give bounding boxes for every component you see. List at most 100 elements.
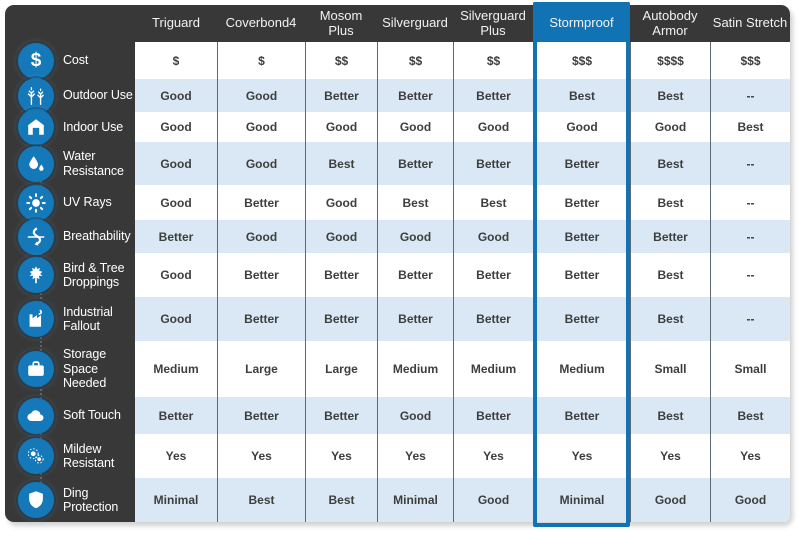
row-label: Ding Protection [63,485,119,514]
row-header-soft-touch: Soft Touch [5,397,135,434]
cell-cost-triguard: $ [135,42,217,79]
row-label: Mildew Resistant [63,441,115,470]
cell-industrial-fallout-autobody-armor: Best [630,297,710,341]
cell-mildew-resistant-silverguard: Yes [377,434,453,478]
factory-icon [18,301,54,337]
cell-soft-touch-stormproof: Better [533,397,630,434]
cell-breathability-coverbond4: Good [217,220,305,253]
cell-storage-space-needed-silverguard-plus: Medium [453,341,533,397]
row-label: Bird & Tree Droppings [63,260,125,289]
trees-icon [18,77,54,114]
row-label: Water Resistance [63,149,124,178]
cell-bird-tree-droppings-satin-stretch: -- [710,253,790,297]
cell-ding-protection-coverbond4: Best [217,478,305,522]
cell-industrial-fallout-stormproof: Better [533,297,630,341]
cell-outdoor-use-triguard: Good [135,79,217,112]
column-header-coverbond4: Coverbond4 [225,15,297,31]
cell-breathability-stormproof: Better [533,220,630,253]
cell-breathability-silverguard: Good [377,220,453,253]
cell-outdoor-use-satin-stretch: -- [710,79,790,112]
cell-bird-tree-droppings-mosom-plus: Better [305,253,377,297]
row-header-outdoor-use: Outdoor Use [5,77,135,114]
cell-outdoor-use-mosom-plus: Better [305,79,377,112]
column-header-triguard: Triguard [152,15,200,31]
row-label: Storage Space Needed [63,347,107,391]
spores-icon [18,438,54,474]
cell-water-resistance-mosom-plus: Best [305,142,377,185]
cell-uv-rays-mosom-plus: Good [305,185,377,220]
cell-uv-rays-satin-stretch: -- [710,185,790,220]
cell-mildew-resistant-coverbond4: Yes [217,434,305,478]
cell-industrial-fallout-satin-stretch: -- [710,297,790,341]
cell-uv-rays-silverguard-plus: Best [453,185,533,220]
cell-soft-touch-silverguard-plus: Better [453,397,533,434]
cell-storage-space-needed-triguard: Medium [135,341,217,397]
cell-bird-tree-droppings-silverguard-plus: Better [453,253,533,297]
cell-mildew-resistant-satin-stretch: Yes [710,434,790,478]
row-label-sidebar: $ Cost Outdoor Use Indoor Use Water Resistan… [5,42,135,522]
cell-indoor-use-mosom-plus: Good [305,112,377,142]
cell-breathability-mosom-plus: Good [305,220,377,253]
cell-soft-touch-satin-stretch: Best [710,397,790,434]
cell-breathability-autobody-armor: Better [630,220,710,253]
cell-soft-touch-silverguard: Good [377,397,453,434]
cell-mildew-resistant-stormproof: Yes [533,434,630,478]
cell-outdoor-use-stormproof: Best [533,79,630,112]
cell-breathability-satin-stretch: -- [710,220,790,253]
row-header-industrial-fallout: Industrial Fallout [5,297,135,341]
row-header-indoor-use: Indoor Use [5,109,135,145]
cell-industrial-fallout-silverguard: Better [377,297,453,341]
cell-breathability-triguard: Better [135,220,217,253]
column-header-silverguard-plus: Silverguard Plus [460,7,526,38]
cell-storage-space-needed-satin-stretch: Small [710,341,790,397]
column-header-mosom-plus: Mosom Plus [319,7,363,38]
maple-leaf-icon [18,257,54,293]
cell-breathability-silverguard-plus: Good [453,220,533,253]
column-header-satin-stretch: Satin Stretch [712,15,788,31]
cell-cost-silverguard-plus: $$ [453,42,533,79]
cell-uv-rays-coverbond4: Better [217,185,305,220]
row-label: Outdoor Use [63,88,133,103]
cell-outdoor-use-autobody-armor: Best [630,79,710,112]
row-header-water-resistance: Water Resistance [5,142,135,185]
cell-bird-tree-droppings-stormproof: Better [533,253,630,297]
cell-mildew-resistant-triguard: Yes [135,434,217,478]
row-header-mildew-resistant: Mildew Resistant [5,434,135,478]
cell-uv-rays-triguard: Good [135,185,217,220]
cell-water-resistance-triguard: Good [135,142,217,185]
cell-industrial-fallout-mosom-plus: Better [305,297,377,341]
cell-storage-space-needed-mosom-plus: Large [305,341,377,397]
row-header-uv-rays: UV Rays [5,184,135,221]
dollar-icon: $ [18,42,54,79]
row-label: UV Rays [63,195,112,210]
cell-bird-tree-droppings-silverguard: Better [377,253,453,297]
garage-icon [18,109,54,145]
cell-indoor-use-coverbond4: Good [217,112,305,142]
row-label: Cost [63,53,89,68]
water-drop-icon [18,145,54,182]
cell-indoor-use-triguard: Good [135,112,217,142]
cell-water-resistance-silverguard: Better [377,142,453,185]
sun-icon [18,184,54,221]
cell-ding-protection-silverguard-plus: Good [453,478,533,522]
cell-indoor-use-satin-stretch: Best [710,112,790,142]
cell-storage-space-needed-coverbond4: Large [217,341,305,397]
cell-industrial-fallout-triguard: Good [135,297,217,341]
row-label: Soft Touch [63,408,121,423]
airflow-icon [18,218,54,255]
cell-water-resistance-stormproof: Better [533,142,630,185]
cell-indoor-use-silverguard-plus: Good [453,112,533,142]
cell-water-resistance-autobody-armor: Best [630,142,710,185]
cell-industrial-fallout-silverguard-plus: Better [453,297,533,341]
cell-mildew-resistant-autobody-armor: Yes [630,434,710,478]
cell-ding-protection-satin-stretch: Good [710,478,790,522]
cell-outdoor-use-coverbond4: Good [217,79,305,112]
cell-cost-autobody-armor: $$$$ [630,42,710,79]
cell-uv-rays-silverguard: Best [377,185,453,220]
cell-soft-touch-mosom-plus: Better [305,397,377,434]
row-label: Breathability [63,229,131,244]
cell-cost-stormproof: $$$ [533,42,630,79]
cell-ding-protection-triguard: Minimal [135,478,217,522]
table-body: $ $ $$ $$ $$ $$$ $$$$ $$$ Good Good Better Better Be… [135,42,790,522]
cell-outdoor-use-silverguard-plus: Better [453,79,533,112]
